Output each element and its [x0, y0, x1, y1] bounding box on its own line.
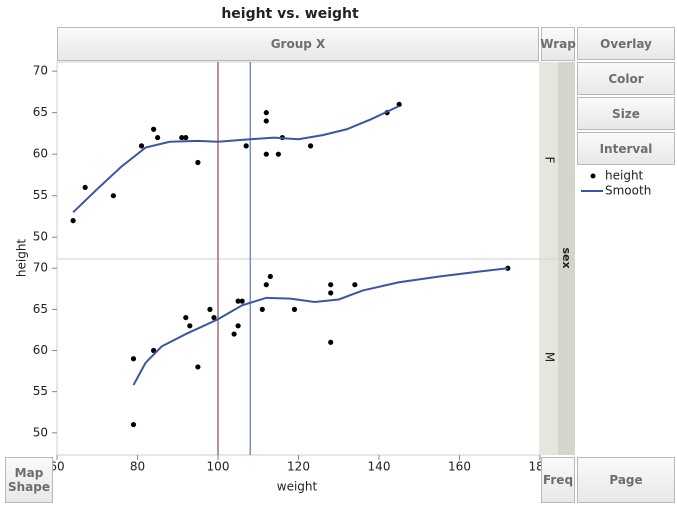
freq-zone[interactable]: Freq: [541, 457, 575, 503]
data-point: [328, 282, 334, 288]
data-point: [235, 298, 241, 304]
data-point: [211, 314, 217, 321]
chart-title: height vs. weight: [221, 6, 359, 22]
data-point: [328, 339, 334, 345]
data-point: [195, 364, 201, 370]
legend-marker: [590, 173, 596, 179]
legend-label: Smooth: [605, 184, 651, 198]
data-point: [275, 151, 281, 157]
data-point: [70, 218, 76, 224]
data-point: [151, 126, 157, 132]
group-x-zone[interactable]: Group X: [57, 27, 539, 61]
facet-label: F: [543, 157, 557, 164]
map-shape-zone[interactable]: Map Shape: [5, 457, 53, 503]
legend-label: height: [605, 169, 644, 183]
data-point: [328, 290, 334, 296]
data-point: [207, 306, 213, 312]
x-tick-label: 60: [49, 460, 64, 474]
data-point: [243, 143, 249, 149]
smooth-line: [132, 267, 508, 386]
wrap-zone[interactable]: Wrap: [540, 27, 576, 61]
y-tick-label: 65: [33, 105, 48, 119]
data-point: [239, 298, 245, 304]
x-tick-label: 120: [287, 460, 310, 474]
data-point: [235, 323, 241, 329]
y-tick-label: 60: [33, 343, 48, 357]
data-point: [307, 143, 314, 149]
x-tick-label: 140: [368, 460, 391, 474]
y-tick-label: 50: [33, 425, 48, 439]
interval-zone[interactable]: Interval: [577, 132, 675, 165]
y-tick-label: 70: [33, 261, 48, 275]
facet-label: M: [543, 352, 557, 362]
smooth-line: [72, 105, 400, 214]
data-point: [183, 134, 189, 141]
y-tick-label: 60: [33, 147, 48, 161]
y-tick-label: 50: [33, 230, 48, 244]
data-point: [263, 118, 269, 124]
data-point: [195, 159, 201, 166]
data-point: [130, 421, 137, 428]
x-tick-label: 80: [130, 460, 145, 474]
page-zone[interactable]: Page: [577, 457, 675, 503]
data-point: [267, 273, 273, 280]
y-tick-label: 65: [33, 302, 48, 316]
data-point: [130, 356, 137, 362]
data-point: [231, 331, 237, 337]
data-point: [183, 314, 189, 321]
data-point: [263, 110, 269, 116]
data-point: [187, 323, 193, 329]
data-point: [259, 306, 265, 312]
data-point: [82, 184, 88, 191]
data-point: [263, 151, 269, 157]
data-point: [352, 282, 358, 288]
x-tick-label: 160: [448, 460, 471, 474]
y-axis-label: height: [15, 239, 29, 278]
data-point: [151, 347, 157, 354]
group-y-label: sex: [560, 247, 573, 268]
data-point: [110, 193, 116, 199]
data-point: [263, 282, 269, 288]
x-axis-label: weight: [277, 480, 318, 494]
color-zone[interactable]: Color: [577, 62, 675, 95]
y-tick-label: 70: [33, 64, 48, 78]
data-point: [155, 134, 161, 141]
size-zone[interactable]: Size: [577, 97, 675, 130]
y-tick-label: 55: [33, 188, 48, 202]
x-tick-label: 100: [207, 460, 230, 474]
data-point: [291, 306, 298, 312]
data-point: [179, 134, 185, 141]
data-point: [138, 143, 145, 149]
y-tick-label: 55: [33, 384, 48, 398]
overlay-zone[interactable]: Overlay: [577, 27, 675, 60]
